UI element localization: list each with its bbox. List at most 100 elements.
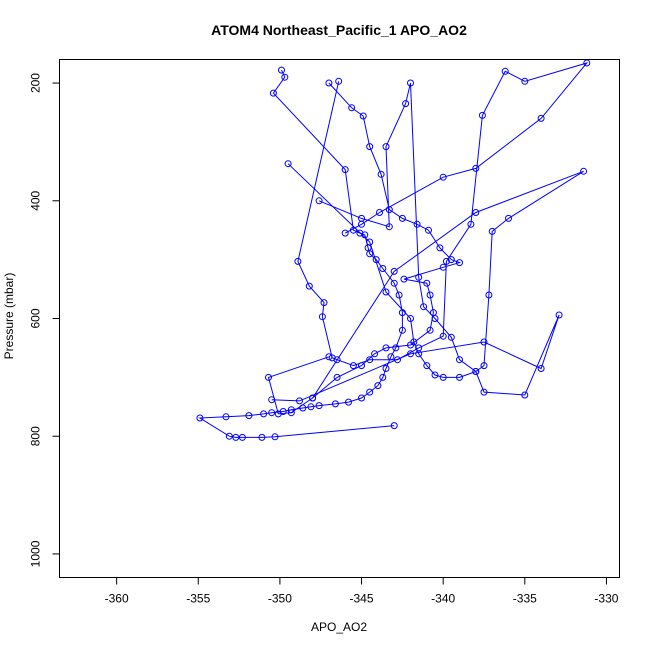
data-point [439,173,447,181]
data-point [472,209,480,216]
data-point [472,164,480,172]
x-tick-label: -335 [513,592,537,606]
x-tick-label: -345 [350,592,374,606]
data-point [456,373,463,381]
data-point [274,410,282,418]
data-point [390,267,398,275]
data-point [366,238,374,246]
data-point [335,77,343,85]
data-point [394,356,401,364]
data-point [537,114,545,122]
data-point [521,77,529,85]
data-point [341,229,349,237]
y-tick-label: 400 [29,190,43,210]
data-point [436,244,444,252]
data-point [413,220,421,228]
data-point [232,433,240,441]
data-point [425,226,432,234]
data-point [196,414,204,422]
data-point [447,333,455,341]
data-point [307,403,315,411]
data-point [426,326,434,334]
data-point [426,291,434,299]
y-tick-label: 600 [29,308,43,328]
data-point [320,299,328,307]
y-tick-label: 800 [29,426,43,446]
data-point [501,67,509,75]
data-point [521,391,529,399]
data-point [467,220,475,228]
data-point [371,350,379,358]
data-point [269,89,277,97]
data-point [294,257,302,265]
data-point [341,166,349,174]
data-point [537,365,545,372]
data-point [439,373,447,381]
y-tick-label: 1000 [29,540,43,567]
data-point [296,397,303,405]
data-point [400,275,408,283]
data-point [439,332,447,340]
data-point [407,79,414,87]
data-point [485,291,493,299]
data-point [472,368,480,375]
data-point [407,315,414,322]
x-tick-label: -350 [268,592,292,606]
series-line-5 [267,82,462,415]
data-point [398,326,406,334]
data-point [382,344,390,352]
chart-title: ATOM4 Northeast_Pacific_1 APO_AO2 [211,22,467,38]
data-point [555,311,563,319]
series-line-3 [271,82,560,402]
data-point [245,412,253,420]
data-point [305,282,313,290]
data-point [348,104,356,112]
data-point [395,291,403,299]
data-point [456,356,463,364]
data-point [318,313,326,321]
y-tick-label: 200 [29,73,43,93]
data-point [439,263,447,271]
data-point [423,362,431,370]
data-point [423,279,431,287]
data-point [382,288,390,296]
data-point [390,422,398,430]
data-point [488,227,496,235]
data-point [287,409,295,417]
data-point [456,259,463,267]
data-point [359,112,367,120]
data-point [333,356,341,364]
data-point [366,388,374,396]
data-point [374,382,382,390]
x-axis-title: APO_AO2 [311,620,367,634]
y-axis-title: Pressure (mbar) [2,273,16,360]
data-point [480,338,488,346]
data-point [377,170,385,178]
data-point [366,250,374,258]
data-point [480,388,488,396]
data-point [258,433,266,441]
data-point [379,373,387,381]
series-line-4 [297,62,589,367]
data-point [238,433,246,441]
data-point [390,279,398,287]
data-point [385,223,393,231]
data-point [447,256,455,264]
x-tick-label: -340 [431,592,455,606]
data-point [376,209,383,216]
data-point [315,197,323,205]
data-point [331,400,339,408]
data-point [281,73,289,81]
data-point [333,373,341,381]
data-point [442,257,450,265]
data-point [328,354,336,362]
data-point [225,432,233,440]
data-point [349,362,357,370]
data-point [420,303,428,311]
data-point [429,309,437,317]
data-point [392,344,400,352]
data-point [222,413,230,421]
